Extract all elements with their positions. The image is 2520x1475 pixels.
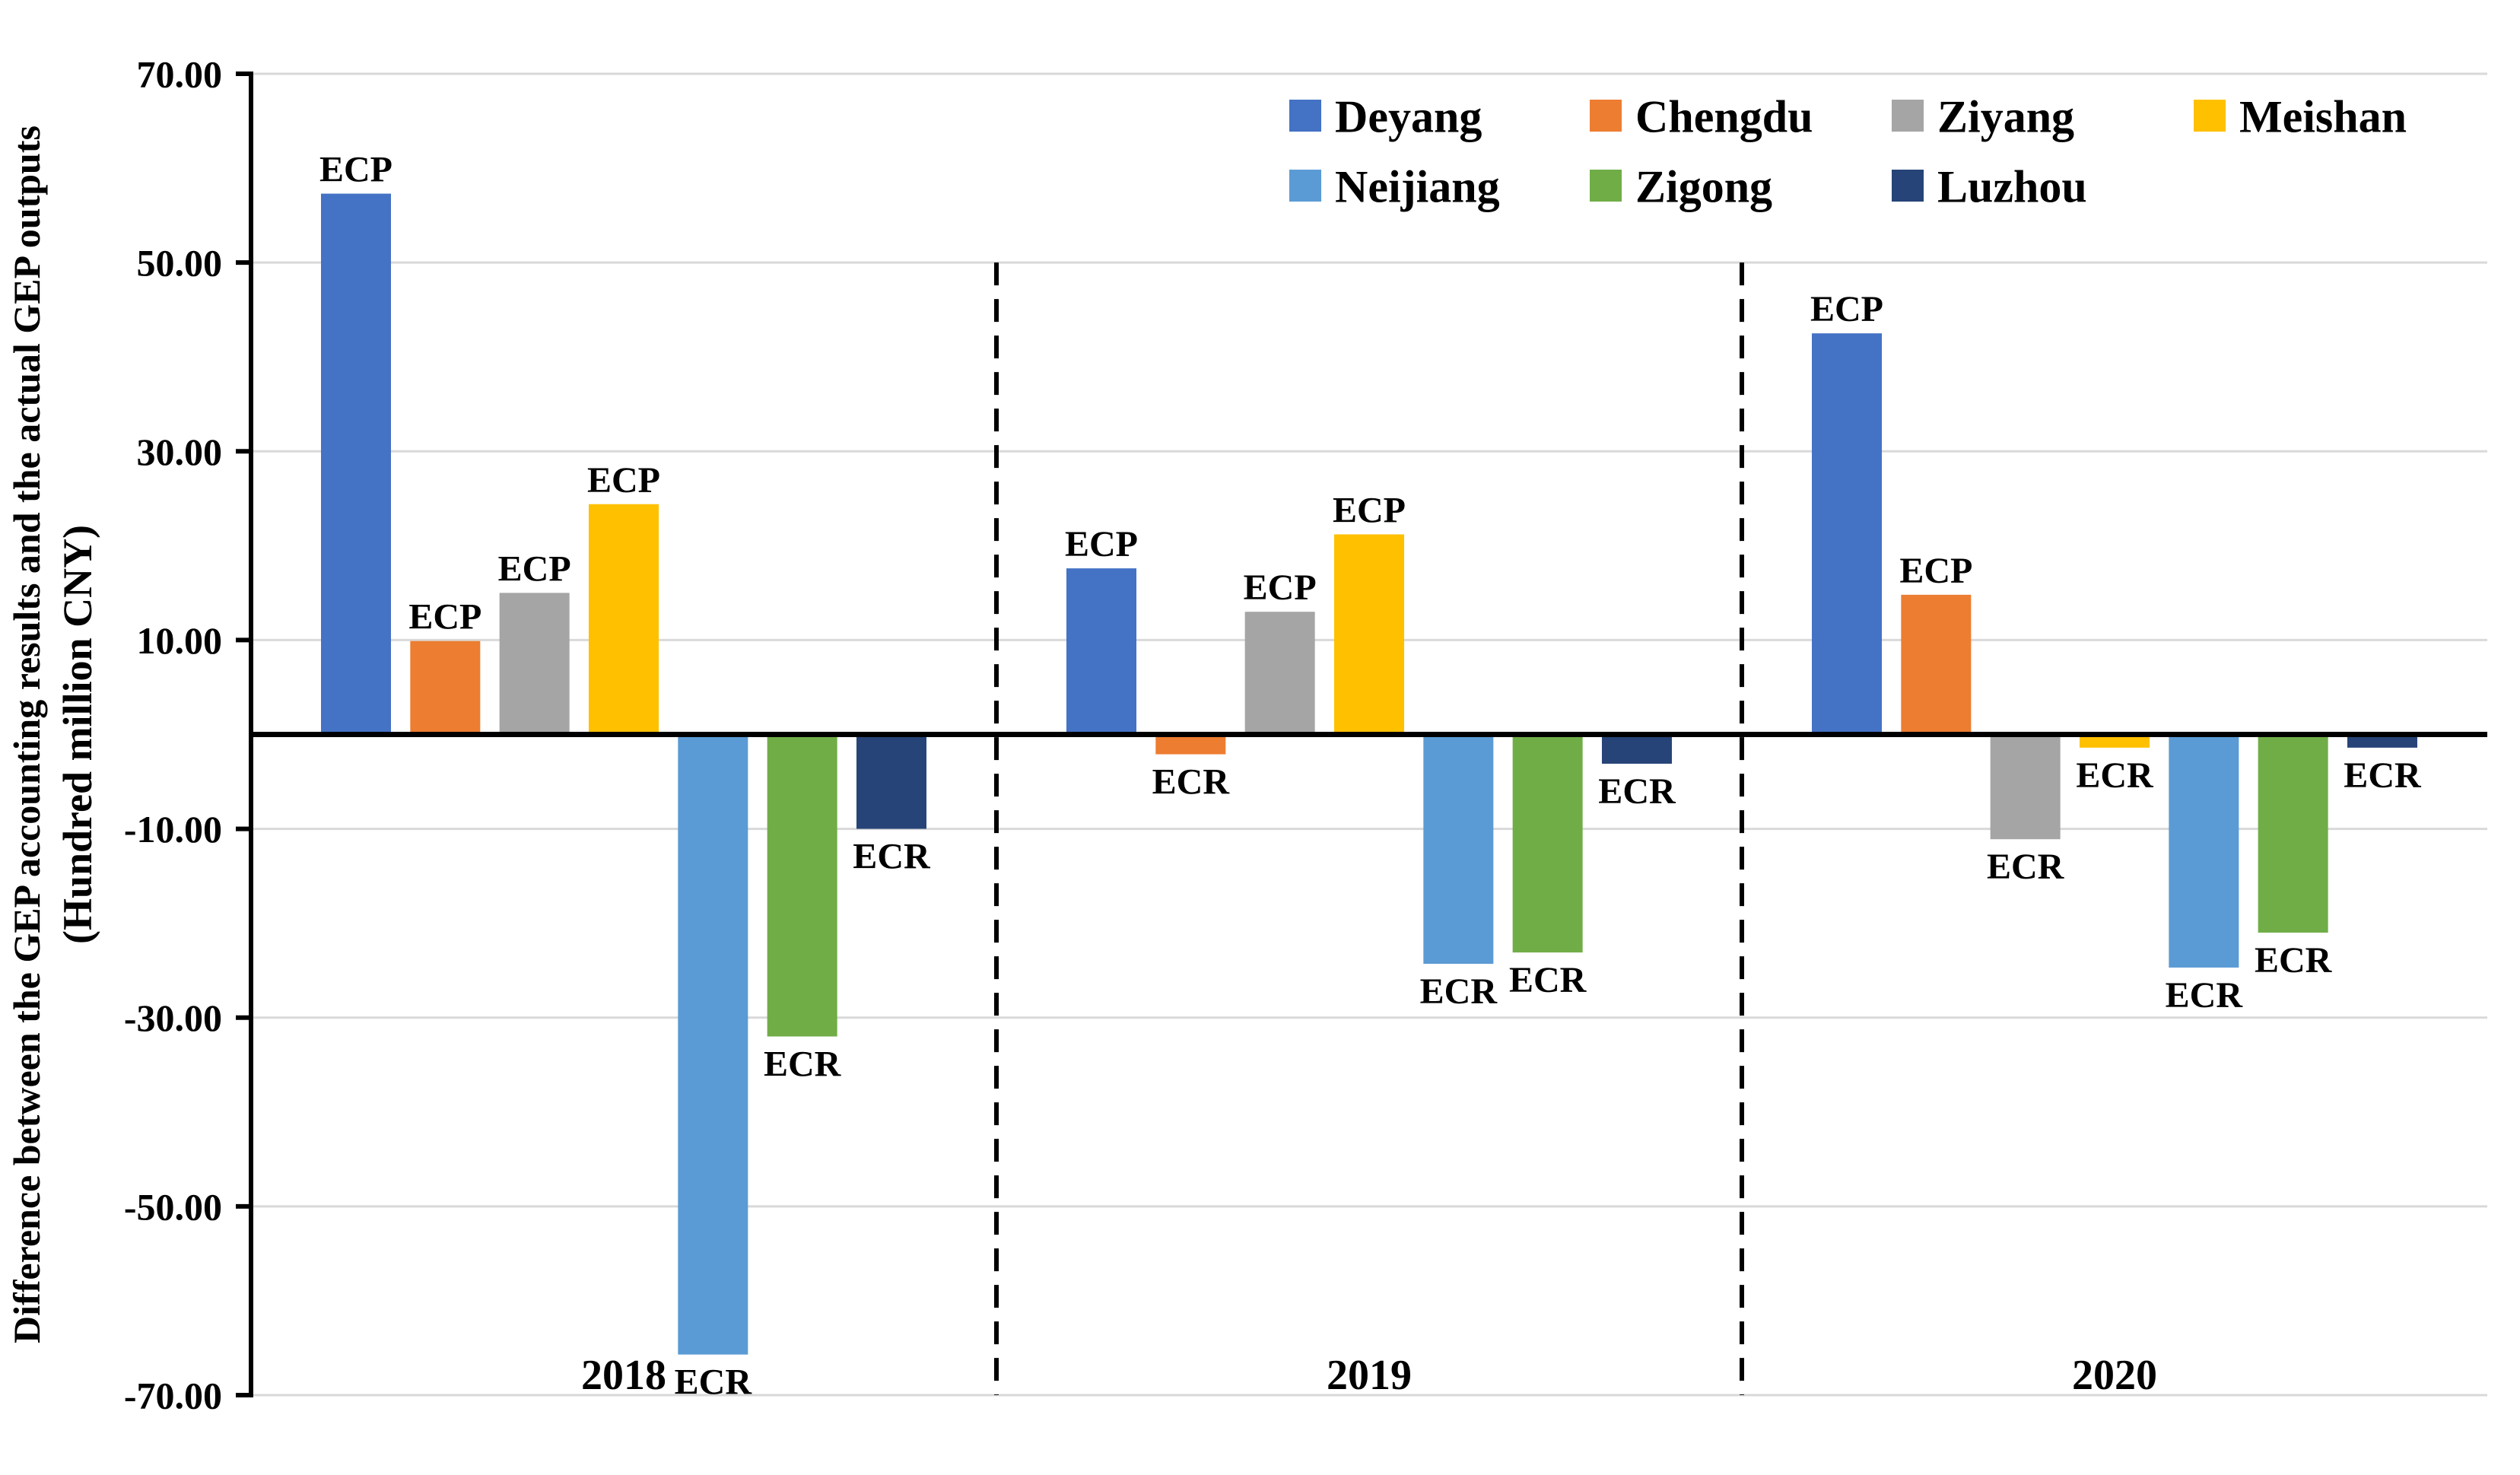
- year-labels: 2018 2019 2020: [581, 1352, 2157, 1399]
- legend-swatch-neijiang: [1289, 170, 1321, 202]
- ecp-label-deyang-2019: ECP: [1065, 524, 1138, 564]
- bar-luzhou-2020: [2347, 734, 2417, 748]
- bar-meishan-2018: [588, 504, 659, 735]
- ecp-label-deyang-2020: ECP: [1810, 289, 1883, 329]
- legend-swatch-chengdu: [1590, 100, 1622, 132]
- year-group-separators: [994, 262, 1744, 1395]
- bar-zigong-2019: [1512, 734, 1583, 953]
- y-tick-label: -70.00: [124, 1375, 222, 1417]
- bar-neijiang-2018: [678, 734, 748, 1355]
- ecr-label-luzhou-2020: ECR: [2344, 755, 2422, 796]
- bar-ziyang-2019: [1244, 612, 1315, 735]
- legend: Deyang Chengdu Ziyang Meishan Neijiang Zigong…: [1289, 92, 2407, 212]
- ecp-label-deyang-2018: ECP: [319, 150, 392, 190]
- bar-chengdu-2020: [1901, 594, 1972, 735]
- ecr-label-ziyang-2020: ECR: [1987, 847, 2065, 887]
- ecp-label-meishan-2019: ECP: [1333, 490, 1406, 530]
- ecr-label-zigong-2020: ECR: [2255, 940, 2333, 981]
- ecp-label-chengdu-2020: ECP: [1899, 551, 1972, 591]
- ecr-label-zigong-2019: ECR: [1509, 960, 1587, 1000]
- ecp-label-ziyang-2018: ECP: [498, 548, 571, 589]
- bar-zigong-2020: [2258, 734, 2328, 933]
- y-tick-label: 70.00: [137, 53, 223, 96]
- y-tick-label: 10.00: [137, 619, 223, 662]
- y-axis-title: Difference between the GEP accounting re…: [5, 126, 100, 1343]
- y-axis-title-line1: Difference between the GEP accounting re…: [5, 126, 48, 1343]
- ecp-label-chengdu-2018: ECP: [408, 597, 481, 637]
- bar-meishan-2020: [2079, 734, 2150, 748]
- legend-swatch-deyang: [1289, 100, 1321, 132]
- bar-zigong-2018: [767, 734, 837, 1037]
- bar-chengdu-2019: [1155, 734, 1226, 755]
- ecr-label-meishan-2020: ECR: [2076, 755, 2154, 796]
- bar-deyang-2020: [1812, 333, 1882, 735]
- ecr-label-neijiang-2019: ECR: [1420, 971, 1498, 1012]
- bar-deyang-2018: [321, 193, 391, 735]
- legend-label-luzhou: Luzhou: [1937, 162, 2087, 212]
- bar-neijiang-2019: [1423, 734, 1494, 964]
- bar-neijiang-2020: [2169, 734, 2239, 968]
- bar-ziyang-2018: [499, 593, 570, 735]
- legend-swatch-ziyang: [1892, 100, 1924, 132]
- y-tick-label: -30.00: [124, 997, 222, 1039]
- bar-deyang-2019: [1066, 568, 1136, 735]
- y-axis-title-line2: (Hundred million CNY): [55, 525, 100, 944]
- legend-label-deyang: Deyang: [1335, 92, 1482, 142]
- legend-swatch-zigong: [1590, 170, 1622, 202]
- legend-swatch-meishan: [2194, 100, 2226, 132]
- legend-label-chengdu: Chengdu: [1635, 92, 1813, 142]
- bar-meishan-2019: [1333, 534, 1404, 735]
- bar-ziyang-2020: [1990, 734, 2061, 840]
- year-label-2018: 2018: [581, 1352, 666, 1399]
- bar-chengdu-2018: [410, 641, 481, 735]
- year-label-2020: 2020: [2072, 1352, 2157, 1399]
- legend-label-meishan: Meishan: [2239, 92, 2407, 142]
- legend-label-ziyang: Ziyang: [1937, 92, 2074, 142]
- ecr-label-luzhou-2018: ECR: [853, 837, 931, 877]
- y-tick-label: 50.00: [137, 242, 223, 285]
- y-tick-label: 30.00: [137, 431, 223, 473]
- legend-swatch-luzhou: [1892, 170, 1924, 202]
- bars: [321, 193, 2417, 1355]
- bar-luzhou-2018: [856, 734, 926, 829]
- y-tick-label: -10.00: [124, 808, 222, 850]
- legend-label-neijiang: Neijiang: [1335, 162, 1500, 212]
- ecr-label-chengdu-2019: ECR: [1152, 762, 1231, 803]
- legend-label-zigong: Zigong: [1635, 162, 1772, 212]
- y-tick-label: -50.00: [124, 1185, 222, 1228]
- ecr-label-zigong-2018: ECR: [764, 1044, 842, 1085]
- bar-luzhou-2019: [1601, 734, 1672, 764]
- ecp-label-ziyang-2019: ECP: [1244, 567, 1317, 608]
- ecr-label-neijiang-2020: ECR: [2166, 975, 2244, 1016]
- ecr-label-luzhou-2019: ECR: [1598, 771, 1676, 812]
- bar-annotations: ECP ECP ECP ECP ECR ECR ECR ECP ECR ECP ECP ECR ECR E…: [319, 150, 2422, 1403]
- ecr-label-neijiang-2018: ECR: [675, 1362, 753, 1403]
- year-label-2019: 2019: [1327, 1352, 1412, 1399]
- ecp-label-meishan-2018: ECP: [587, 460, 660, 501]
